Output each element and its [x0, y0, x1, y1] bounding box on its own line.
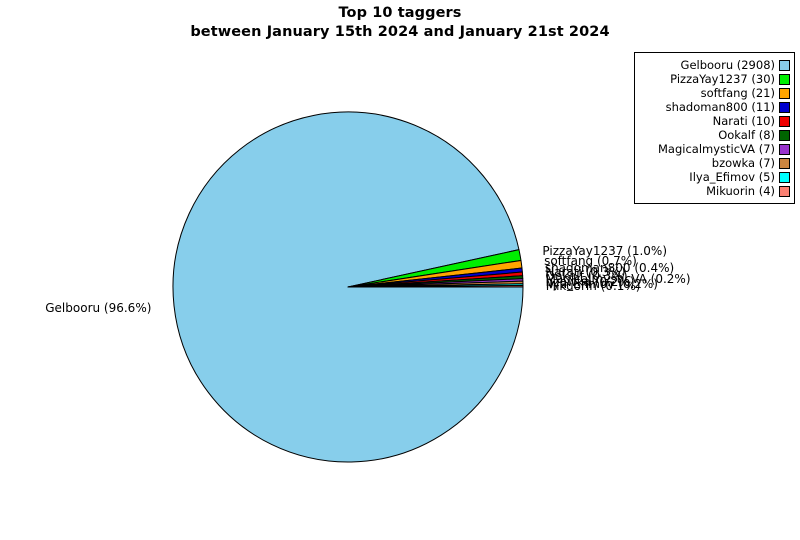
title-line-2: between January 15th 2024 and January 21… [190, 24, 610, 40]
legend-item-label: MagicalmysticVA (7) [658, 142, 775, 156]
slice-label-narati: Narati (0.3%) [545, 265, 626, 280]
legend-color-swatch [779, 115, 790, 127]
legend-item-label: softfang (21) [700, 86, 775, 100]
legend-item[interactable]: MagicalmysticVA (7) [639, 142, 790, 156]
legend-item[interactable]: Ilya_Efimov (5) [639, 170, 790, 184]
legend-item-label: bzowka (7) [711, 156, 775, 170]
page-title: Top 10 taggers between January 15th 2024… [0, 4, 800, 42]
title-line-1: Top 10 taggers [338, 5, 462, 21]
slice-label-ilya_efimov: Ilya_Efimov (0.2%) [545, 277, 658, 292]
legend-color-swatch [779, 101, 790, 113]
legend-item-label: Ilya_Efimov (5) [689, 170, 775, 184]
slice-label-shadoman800: shadoman800 (0.4%) [544, 260, 675, 275]
legend-item[interactable]: softfang (21) [639, 86, 790, 100]
legend-item[interactable]: Narati (10) [639, 114, 790, 128]
legend-color-swatch [779, 185, 790, 197]
legend-item-label: Mikuorin (4) [706, 184, 775, 198]
legend-item-label: Gelbooru (2908) [680, 58, 775, 72]
legend-item[interactable]: Mikuorin (4) [639, 184, 790, 198]
slice-label-pizzayay1237: PizzaYay1237 (1.0%) [542, 243, 668, 258]
legend-item[interactable]: Ookalf (8) [639, 128, 790, 142]
legend-item-label: PizzaYay1237 (30) [670, 72, 775, 86]
slice-label-softfang: softfang (0.7%) [544, 254, 637, 269]
legend-item-label: shadoman800 (11) [665, 100, 775, 114]
legend-color-swatch [779, 129, 790, 141]
legend-color-swatch [779, 143, 790, 155]
legend-color-swatch [779, 157, 790, 169]
legend-item[interactable]: shadoman800 (11) [639, 100, 790, 114]
slice-label-mikuorin: Mikuorin (0.1%) [545, 279, 641, 294]
legend-color-swatch [779, 59, 790, 71]
pie-slice[interactable] [347, 285, 524, 288]
legend-item-label: Narati (10) [712, 114, 775, 128]
slice-label-bzowka: bzowka (0.2%) [545, 274, 635, 289]
legend-item[interactable]: Gelbooru (2908) [639, 58, 790, 72]
legend-color-swatch [779, 73, 790, 85]
pie-slices-group [172, 111, 524, 463]
slice-label-ookalf: Ookalf (0.3%) [545, 268, 628, 283]
legend-item-label: Ookalf (8) [718, 128, 775, 142]
legend-item[interactable]: bzowka (7) [639, 156, 790, 170]
slice-label-gelbooru: Gelbooru (96.6%) [45, 301, 152, 316]
legend-color-swatch [779, 87, 790, 99]
legend-item[interactable]: PizzaYay1237 (30) [639, 72, 790, 86]
chart-legend: Gelbooru (2908) PizzaYay1237 (30) softfang… [634, 52, 795, 204]
legend-color-swatch [779, 171, 790, 183]
slice-label-magicalmysticva: MagicalmysticVA (0.2%) [545, 271, 691, 286]
